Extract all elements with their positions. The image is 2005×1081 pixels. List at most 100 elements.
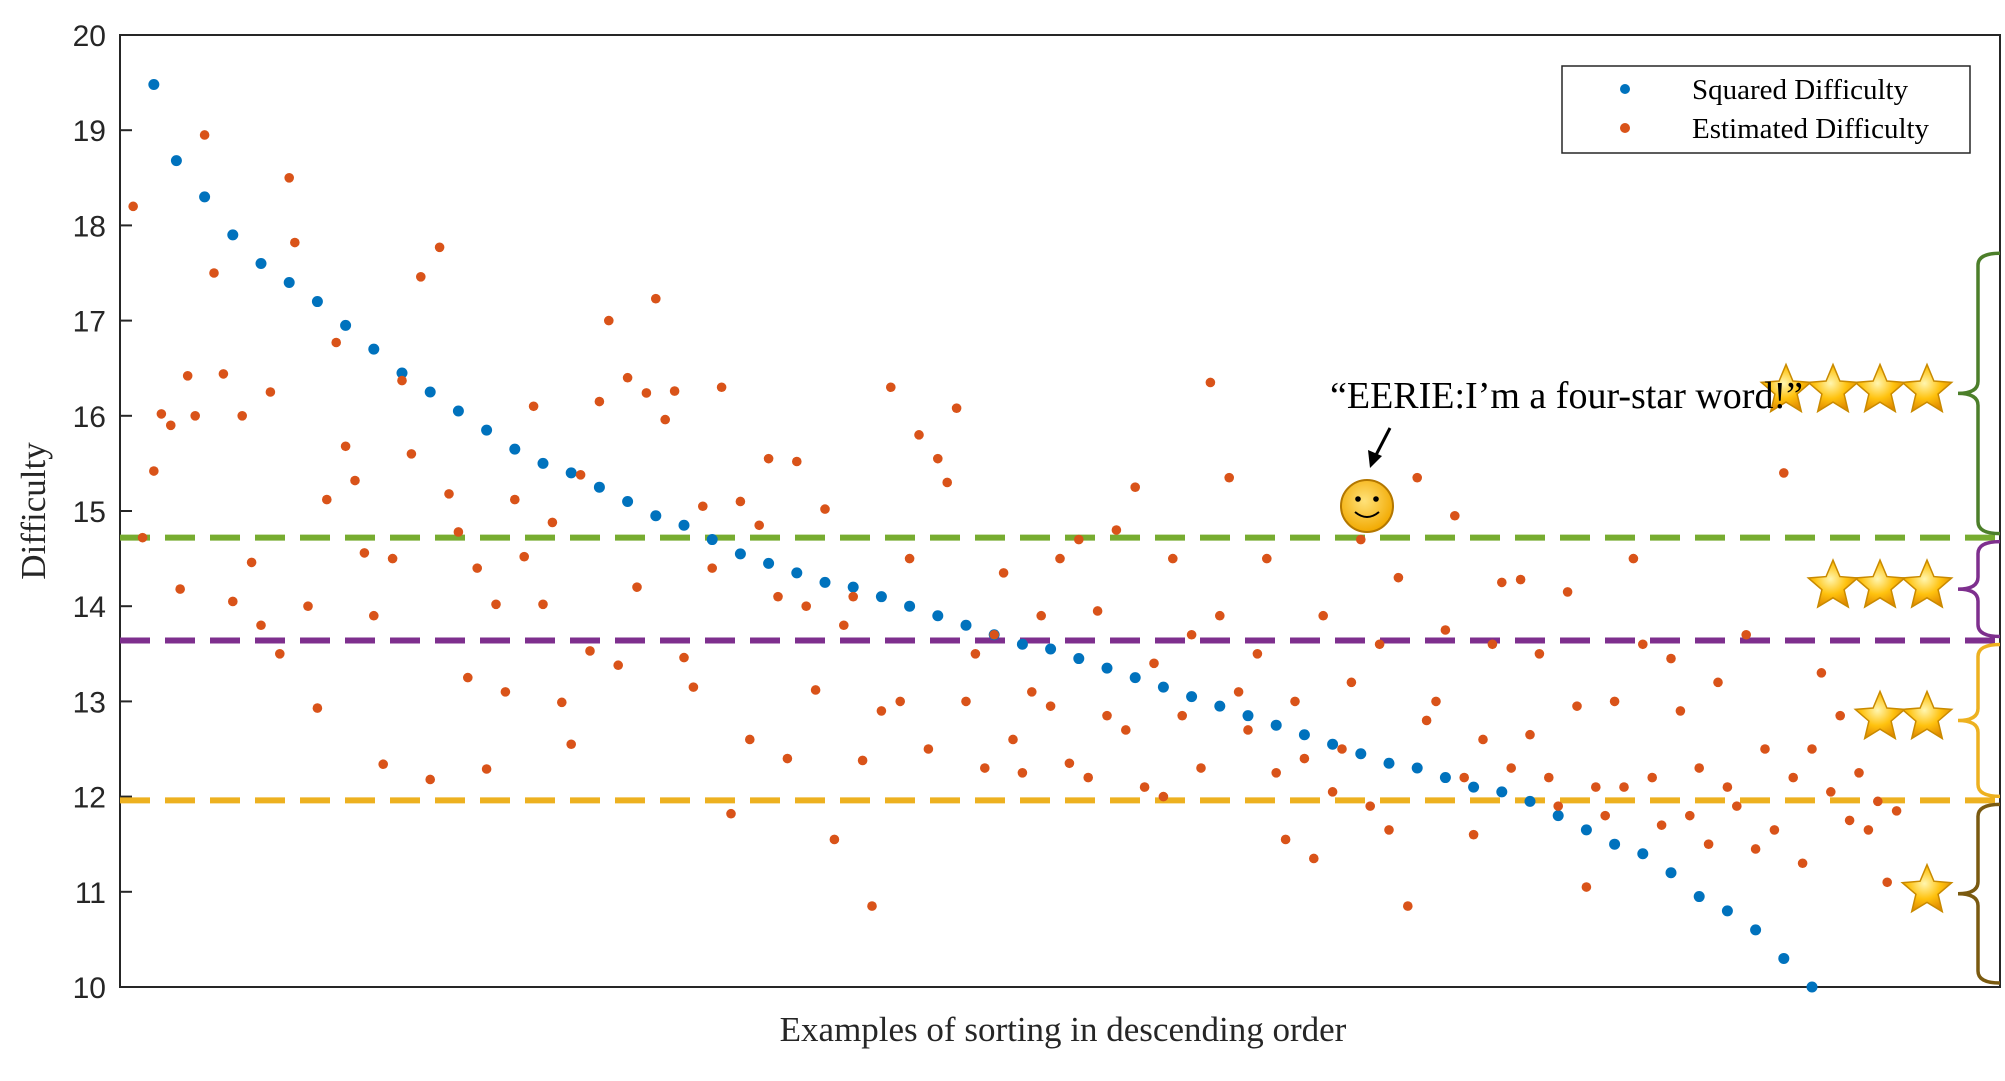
data-point [1468, 781, 1480, 793]
data-point [698, 501, 708, 512]
data-point [156, 409, 167, 419]
data-point [641, 388, 652, 398]
y-tick-label: 18 [73, 210, 106, 243]
data-point [1318, 610, 1328, 621]
data-point [1074, 534, 1084, 545]
data-point [951, 403, 962, 413]
data-point [773, 591, 783, 602]
data-point [679, 652, 689, 663]
star-icon [1900, 558, 1954, 609]
data-point [745, 734, 755, 745]
data-point [199, 130, 210, 140]
data-point [1750, 924, 1762, 936]
data-point [228, 596, 238, 607]
data-point [444, 489, 454, 499]
data-point [1816, 668, 1827, 678]
data-point [1572, 701, 1582, 711]
data-point [1196, 763, 1206, 773]
data-point [1271, 768, 1281, 778]
data-point [1580, 824, 1592, 836]
data-point [396, 367, 408, 379]
data-point [1045, 701, 1056, 711]
data-point [1262, 553, 1272, 564]
data-point [1675, 706, 1686, 716]
data-point [914, 430, 924, 440]
data-point [387, 553, 398, 564]
y-axis-label: Difficulty [14, 442, 53, 580]
data-point [1591, 782, 1601, 792]
data-point [660, 414, 670, 425]
data-point [989, 629, 999, 640]
annotation: “EERIE:I’m a four-star word!” [1330, 375, 1803, 533]
data-point [820, 504, 830, 514]
data-point [1374, 639, 1385, 650]
data-point [472, 563, 483, 573]
data-point [763, 453, 774, 464]
data-point [1562, 587, 1573, 597]
star-icon [1806, 558, 1860, 609]
data-point [1290, 696, 1300, 707]
data-point [434, 242, 445, 253]
data-point [350, 475, 360, 486]
data-point [1882, 877, 1892, 888]
data-point [1497, 577, 1507, 588]
legend: Squared Difficulty Estimated Difficulty [1561, 65, 1971, 154]
data-point [509, 443, 521, 455]
data-point [1732, 801, 1742, 811]
data-point [1055, 553, 1065, 564]
data-point [734, 548, 746, 560]
data-point [481, 424, 493, 436]
data-point [1186, 691, 1198, 703]
data-point [1073, 653, 1085, 665]
data-point [481, 764, 492, 774]
data-point [227, 229, 239, 241]
data-point [491, 599, 501, 610]
data-point [1242, 710, 1254, 722]
data-point [1713, 677, 1723, 688]
data-point [933, 453, 943, 464]
data-point [397, 375, 407, 386]
data-point [1111, 525, 1122, 535]
data-point [706, 534, 718, 546]
data-point [932, 610, 944, 622]
data-point [519, 551, 529, 562]
data-point [1168, 553, 1178, 564]
data-point [547, 517, 558, 528]
data-point [1027, 687, 1037, 697]
data-point [275, 649, 285, 659]
data-point [839, 620, 849, 631]
data-point [452, 405, 464, 417]
data-point [1384, 825, 1394, 835]
series-estimated-difficulty [128, 130, 1902, 911]
data-point [340, 319, 352, 331]
data-point [819, 576, 831, 588]
data-point [1703, 839, 1714, 849]
star-icon [1900, 362, 1954, 414]
data-point [565, 467, 577, 479]
star-icon [1853, 689, 1907, 741]
data-point [1628, 553, 1639, 564]
data-point [1403, 901, 1413, 911]
legend-marker-estimated-difficulty [1620, 123, 1630, 133]
data-point [726, 808, 736, 819]
data-point [1440, 625, 1451, 635]
difficulty-brackets [1759, 251, 2001, 985]
data-point [1797, 858, 1808, 869]
data-point [283, 277, 295, 289]
data-point [886, 382, 896, 393]
data-point [1016, 638, 1028, 650]
data-point [1468, 829, 1479, 840]
data-point [1806, 981, 1818, 993]
data-point [847, 581, 859, 593]
data-point [1101, 662, 1113, 674]
data-point [1327, 738, 1339, 750]
data-point [566, 739, 576, 750]
data-point [368, 343, 380, 355]
data-point [1439, 772, 1451, 784]
data-point [1779, 468, 1789, 478]
data-point [1008, 734, 1018, 745]
data-point [1619, 782, 1629, 792]
data-point [1411, 762, 1423, 774]
data-point [1083, 772, 1093, 783]
